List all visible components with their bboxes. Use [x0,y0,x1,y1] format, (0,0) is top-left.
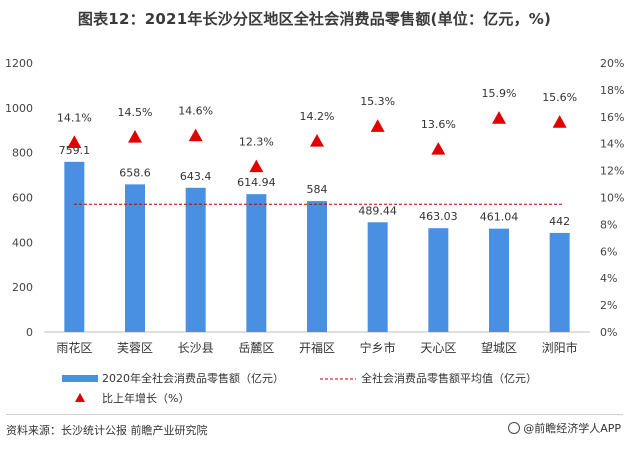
x-category-label: 芙蓉区 [117,341,153,355]
growth-marker [370,119,385,132]
y-left-tick-label: 200 [12,281,33,294]
growth-value-label: 12.3% [239,136,274,149]
y-right-tick-label: 6% [600,245,617,258]
bar [428,228,449,332]
y-right-tick-label: 2% [600,299,617,312]
legend-line-label: 全社会消费品零售额平均值（亿元） [361,371,537,385]
growth-marker [249,159,264,173]
x-category-label: 天心区 [420,341,456,355]
y-left-tick-label: 400 [12,236,33,249]
legend-bar-swatch [62,375,98,382]
bar [246,194,267,332]
bar [549,232,570,332]
bar [367,222,388,332]
growth-value-label: 14.1% [57,111,92,124]
growth-value-label: 14.6% [178,105,213,118]
bar-value-label: 614.94 [237,176,276,189]
x-category-label: 开福区 [299,340,335,355]
y-left-tick-label: 600 [12,192,33,205]
bar-value-label: 759.1 [59,144,91,157]
y-right-tick-label: 14% [600,138,624,151]
growth-marker [188,128,203,142]
growth-marker [552,115,567,128]
bar [125,184,145,332]
x-category-label: 长沙县 [178,341,214,355]
bar-value-label: 584 [307,183,328,196]
y-right-tick-label: 12% [600,165,624,178]
growth-value-label: 13.6% [421,118,456,131]
brand-logo-icon [508,422,521,434]
y-right-tick-label: 8% [600,218,617,231]
bar-value-label: 461.04 [480,211,519,224]
y-right-tick-label: 16% [600,111,624,124]
growth-marker [431,142,446,155]
x-category-label: 岳麓区 [238,341,274,355]
source-note: 资料来源：长沙统计公报 前瞻产业研究院 [6,424,208,437]
y-right-tick-label: 0% [600,326,617,339]
x-category-label: 浏阳市 [542,340,578,355]
brand-credit: @前瞻经济学人APP [508,420,621,436]
bar-value-label: 489.44 [358,204,397,217]
growth-marker [67,135,82,148]
growth-value-label: 15.3% [360,95,395,108]
y-left-tick-label: 1000 [5,102,33,115]
y-right-tick-label: 18% [600,84,624,97]
y-left-tick-label: 0 [26,326,33,339]
y-right-tick-label: 20% [600,57,624,70]
brand-text: @前瞻经济学人APP [523,422,621,435]
bar [307,201,327,332]
growth-marker [492,111,506,124]
footer-divider [6,414,623,415]
legend-marker-label: 比上年增长（%） [102,391,189,405]
x-category-label: 雨花区 [56,340,92,355]
y-left-tick-label: 1200 [5,57,33,70]
growth-value-label: 15.9% [482,87,517,100]
bar-value-label: 658.6 [119,166,151,179]
growth-marker [310,134,324,147]
legend-marker-swatch [75,393,85,402]
y-right-tick-label: 4% [600,272,617,285]
growth-value-label: 14.5% [118,106,153,119]
growth-value-label: 15.6% [542,91,577,104]
growth-value-label: 14.2% [300,110,335,123]
bar [64,161,85,332]
legend-bar-label: 2020年全社会消费品零售额（亿元） [102,371,284,385]
bar-value-label: 643.4 [180,170,212,183]
x-category-label: 望城区 [481,341,517,355]
bar-value-label: 463.03 [419,210,458,223]
y-right-tick-label: 10% [600,192,624,205]
bar [489,228,509,332]
y-left-tick-label: 800 [12,147,33,160]
growth-marker [128,129,142,143]
x-category-label: 宁乡市 [360,340,396,355]
chart-title: 图表12：2021年长沙分区地区全社会消费品零售额(单位：亿元，%) [77,10,552,28]
bar [185,187,206,332]
bar-value-label: 442 [549,215,570,228]
